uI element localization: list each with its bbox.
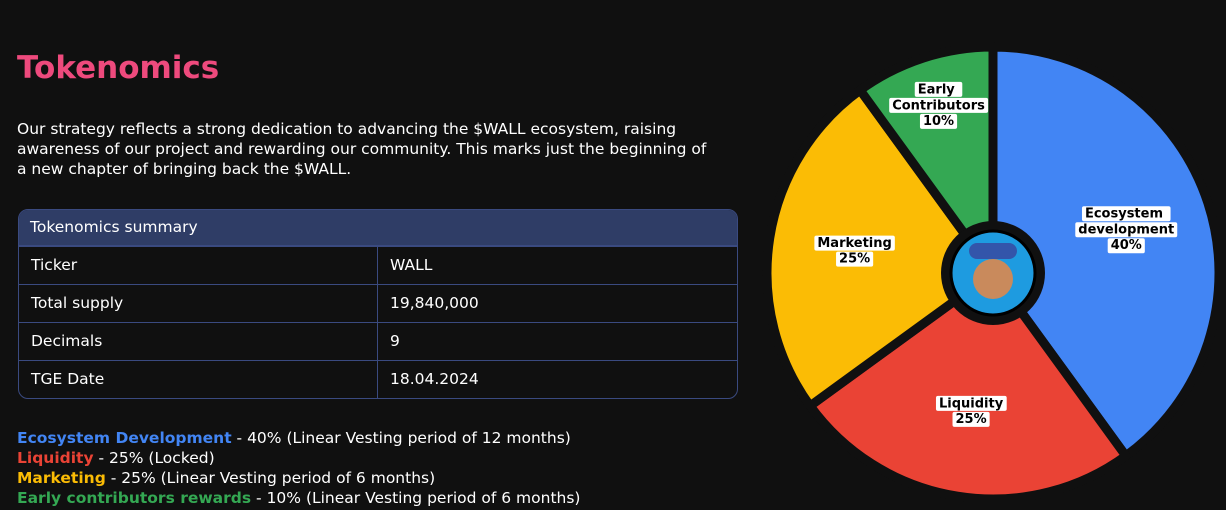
- pie-slice: [988, 42, 1224, 461]
- label-bg: [814, 235, 895, 251]
- description: Our strategy reflects a strong dedicatio…: [17, 120, 707, 178]
- allocation-item: Ecosystem Development - 40% (Linear Vest…: [17, 428, 580, 448]
- table-caption: Tokenomics summary: [19, 210, 737, 246]
- table-row: Decimals 9: [19, 322, 737, 360]
- table-cell: 19,840,000: [390, 294, 479, 312]
- table-cell: TGE Date: [19, 361, 378, 398]
- slice-value: 25%: [956, 412, 987, 427]
- label-bg: [952, 411, 990, 427]
- slice-name-line: Marketing: [817, 236, 891, 251]
- slice-value: 40%: [1111, 238, 1142, 253]
- table-cell: 18.04.2024: [390, 370, 479, 388]
- slice-name: Liquidity: [939, 396, 1004, 411]
- label-bg: [914, 81, 963, 97]
- allocation-item: Marketing - 25% (Linear Vesting period o…: [17, 468, 580, 488]
- allocation-item: Early contributors rewards - 10% (Linear…: [17, 488, 580, 508]
- table-row: Total supply 19,840,000: [19, 284, 737, 322]
- label-bg: [1107, 238, 1145, 254]
- allocation-name: Early contributors rewards: [17, 489, 252, 507]
- allocation-detail: - 25% (Locked): [98, 449, 215, 467]
- slice-name: Ecosystem development: [1078, 206, 1174, 237]
- allocation-detail: - 10% (Linear Vesting period of 6 months…: [256, 489, 581, 507]
- table-cell: Decimals: [19, 323, 378, 360]
- avatar-cap: [969, 243, 1017, 259]
- table-row: TGE Date 18.04.2024: [19, 360, 737, 398]
- slice-value: 25%: [839, 252, 870, 267]
- slice-name-line: Contributors: [892, 98, 985, 113]
- table-cell: 9: [390, 332, 400, 350]
- label-bg: [889, 97, 989, 113]
- label-bg: [919, 113, 958, 129]
- pie-chart: Ecosystem development40%Liquidity25%Mark…: [762, 42, 1224, 504]
- label-bg: [836, 251, 874, 267]
- table-cell: WALL: [390, 256, 433, 274]
- slice-name: Marketing: [817, 236, 891, 251]
- label-bg: [1081, 206, 1171, 222]
- table-cell: Total supply: [19, 285, 378, 322]
- label-bg: [1075, 222, 1178, 238]
- allocation-detail: - 40% (Linear Vesting period of 12 month…: [236, 429, 571, 447]
- slice-name-line: Liquidity: [939, 396, 1004, 411]
- slice-name-line: Early: [918, 82, 960, 97]
- pie-slice: [805, 268, 1131, 504]
- allocation-name: Liquidity: [17, 449, 94, 467]
- allocation-item: Liquidity - 25% (Locked): [17, 448, 580, 468]
- slice-name: Early Contributors: [892, 82, 985, 113]
- slice-name-line: Ecosystem: [1085, 206, 1168, 221]
- table-row: Ticker WALL: [19, 246, 737, 284]
- avatar-face: [973, 259, 1013, 299]
- label-bg: [935, 395, 1007, 411]
- allocation-detail: - 25% (Linear Vesting period of 6 months…: [110, 469, 436, 487]
- allocation-list: Ecosystem Development - 40% (Linear Vest…: [17, 428, 580, 508]
- slice-value: 10%: [923, 114, 954, 129]
- summary-table: Tokenomics summary Ticker WALL Total suppl…: [18, 209, 738, 399]
- allocation-name: Ecosystem Development: [17, 429, 232, 447]
- title: Tokenomics: [17, 50, 220, 86]
- allocation-name: Marketing: [17, 469, 106, 487]
- slice-name-line: development: [1078, 222, 1174, 237]
- table-cell: Ticker: [19, 247, 378, 284]
